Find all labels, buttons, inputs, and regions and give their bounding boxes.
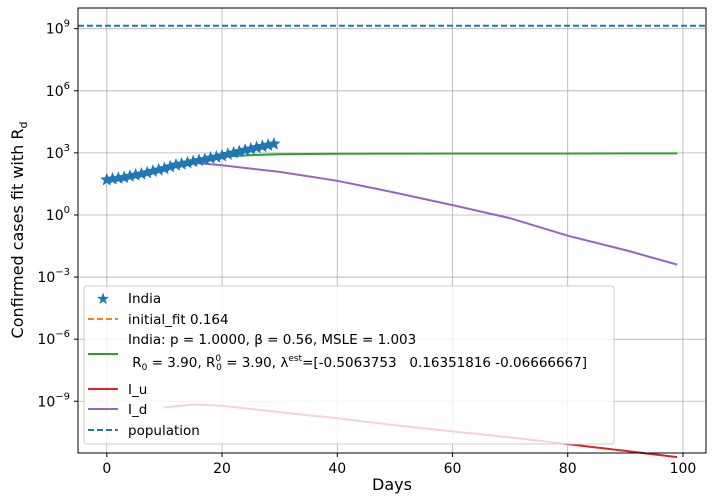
plot-frame: [77, 7, 707, 454]
legend: ★ India initial_fit 0.164 India: p = 1.0…: [83, 285, 615, 445]
legend-id: I_d: [128, 402, 147, 418]
y-tick-label: 103: [46, 143, 70, 162]
y-tick-label: 10−3: [37, 267, 70, 286]
x-tick-label: 0: [102, 461, 111, 477]
india-markers: [99, 136, 281, 186]
india-point: [267, 136, 281, 150]
legend-initial-fit: initial_fit 0.164: [128, 312, 229, 328]
legend-iu: I_u: [128, 382, 147, 398]
y-tick-label: 100: [46, 205, 70, 224]
x-tick-label: 100: [670, 461, 697, 477]
grid: [78, 8, 706, 453]
x-tick-label: 40: [328, 461, 346, 477]
y-tick-label: 10−9: [37, 391, 70, 410]
legend-model-line1: India: p = 1.0000, β = 0.56, MSLE = 1.00…: [128, 332, 416, 348]
y-axis-label-sub: d: [17, 122, 30, 129]
legend-box: [83, 285, 615, 445]
y-tick-label: 106: [46, 81, 70, 100]
x-tick-label: 60: [444, 461, 462, 477]
y-axis-label: Confirmed cases fit with Rd: [8, 122, 30, 339]
x-tick-label: 80: [559, 461, 577, 477]
x-axis-label: Days: [372, 475, 412, 494]
legend-model-line2: R0 = 3.90, R0 0 = 3.90, λest=[-0.5063753 …: [128, 354, 587, 373]
ticks: 0 20 40 60 80 100 109 106 103 100 10−3 10−6 10−9: [37, 19, 696, 477]
y-tick-label: 10−6: [37, 329, 70, 348]
legend-population: population: [128, 423, 200, 439]
legend-india-marker: ★: [96, 289, 110, 308]
legend-india: India: [128, 291, 161, 307]
y-tick-label: 109: [46, 19, 70, 38]
x-tick-label: 20: [213, 461, 231, 477]
